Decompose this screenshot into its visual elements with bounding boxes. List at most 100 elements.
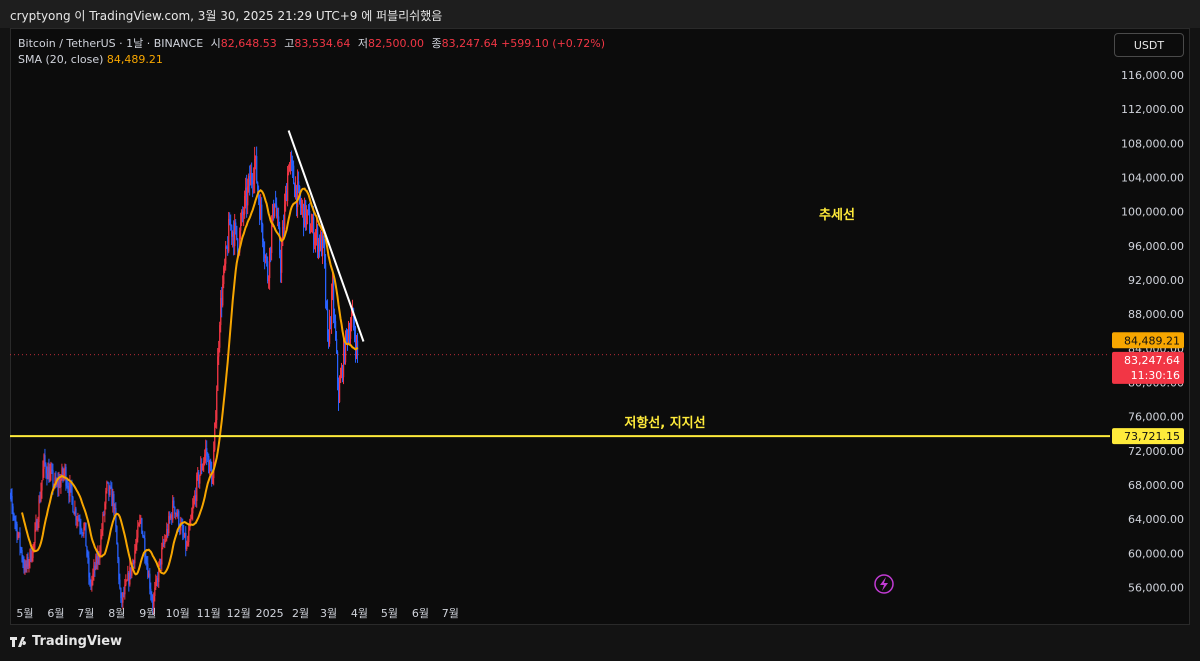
candle-body — [135, 544, 137, 551]
candle-body — [152, 600, 154, 609]
candle-body — [319, 239, 321, 250]
candle-body — [11, 496, 13, 507]
candle-body — [35, 520, 37, 530]
candle-body — [267, 261, 269, 282]
candle-body — [239, 230, 241, 253]
candle-body — [279, 227, 281, 255]
candle-body — [198, 472, 200, 484]
candle-body — [42, 468, 44, 481]
candle-body — [86, 546, 88, 556]
candle-body — [325, 263, 327, 301]
candle-body — [10, 493, 11, 495]
candle-body — [71, 486, 73, 498]
candle-body — [196, 475, 198, 502]
x-tick-label: 11월 — [197, 607, 221, 620]
candle-body — [162, 542, 164, 548]
candle-body — [75, 508, 77, 520]
candle-body — [247, 186, 249, 206]
candle-body — [318, 239, 320, 252]
candle-body — [323, 236, 325, 241]
chart-frame — [10, 28, 1190, 625]
candle-body — [287, 172, 289, 202]
event-lightning-icon[interactable] — [874, 574, 894, 594]
candle-body — [41, 480, 43, 491]
candle-body — [263, 242, 265, 254]
candle-body — [316, 227, 318, 235]
candle-body — [309, 211, 311, 233]
candle-body — [147, 563, 149, 578]
candle-body — [142, 533, 144, 537]
currency-button[interactable]: USDT — [1114, 33, 1184, 57]
candle-body — [282, 227, 284, 247]
candle-body — [125, 580, 127, 585]
candle-body — [289, 163, 291, 172]
candle-body — [208, 456, 210, 474]
candle-body — [132, 560, 134, 565]
x-tick-label: 2025 — [256, 607, 284, 620]
candle-body — [201, 463, 203, 471]
candle-body — [103, 514, 105, 516]
candle-body — [218, 347, 220, 357]
candle-body — [59, 479, 61, 487]
candle-body — [73, 512, 75, 515]
candle-body — [306, 213, 308, 226]
candle-body — [174, 506, 176, 515]
candle-body — [107, 481, 109, 483]
candle-body — [355, 340, 358, 353]
candle-body — [84, 522, 86, 528]
candle-body — [149, 573, 151, 589]
candle-body — [349, 332, 351, 339]
candle-body — [22, 559, 24, 564]
legend-sma-row: SMA (20, close) 84,489.21 — [18, 52, 605, 68]
candle-body — [123, 592, 125, 595]
y-tick-label: 76,000.00 — [1128, 411, 1184, 424]
candle-body — [199, 475, 201, 484]
candle-body — [83, 527, 85, 534]
legend-ohlc-row: Bitcoin / TetherUS · 1날 · BINANCE 시82,64… — [18, 36, 605, 52]
trend-line[interactable] — [287, 130, 365, 342]
y-tick-label: 88,000.00 — [1128, 308, 1184, 321]
candle-body — [85, 522, 87, 547]
candle-body — [65, 466, 67, 486]
candle-body — [120, 587, 122, 598]
candle-body — [251, 172, 253, 181]
symbol-name[interactable]: Bitcoin / TetherUS · 1날 · BINANCE — [18, 37, 204, 50]
candle-body — [206, 448, 208, 456]
candle-body — [31, 558, 33, 561]
x-tick-label: 10월 — [166, 607, 190, 620]
candle-body — [145, 556, 147, 563]
candle-body — [165, 538, 167, 541]
candle-body — [322, 236, 324, 256]
candle-body — [160, 558, 162, 565]
high-label: 고 — [284, 37, 295, 50]
support-resistance-label: 저항선, 지지선 — [624, 415, 705, 431]
price-chart[interactable]: 저항선, 지지선 추세선 56,000.00 60,000.00 64,000.00 68… — [10, 28, 1190, 625]
candle-body — [335, 321, 337, 339]
candle-body — [291, 159, 293, 161]
candle-body — [91, 579, 93, 587]
candle-body — [276, 205, 278, 217]
x-tick-label: 3월 — [320, 607, 337, 620]
candle-body — [186, 544, 188, 550]
y-tick-label: 64,000.00 — [1128, 513, 1184, 526]
candle-body — [27, 556, 29, 567]
candle-body — [281, 246, 283, 273]
sma-label[interactable]: SMA (20, close) — [18, 53, 104, 66]
candle-body — [333, 281, 335, 315]
candle-body — [255, 156, 257, 159]
candle-body — [74, 508, 76, 515]
candle-body — [153, 595, 155, 609]
x-tick-label: 2월 — [292, 607, 309, 620]
candle-body — [321, 234, 323, 256]
support-price-label-bg — [1112, 428, 1184, 445]
candle-body — [164, 540, 166, 544]
x-tick-label: 12월 — [227, 607, 251, 620]
candle-body — [230, 225, 232, 227]
candle-body — [340, 376, 342, 384]
candle-body — [50, 469, 52, 472]
candle-body — [278, 216, 280, 228]
candle-body — [260, 204, 262, 220]
candle-body — [78, 518, 80, 522]
x-tick-label: 9월 — [139, 607, 156, 620]
candle-body — [211, 468, 213, 484]
